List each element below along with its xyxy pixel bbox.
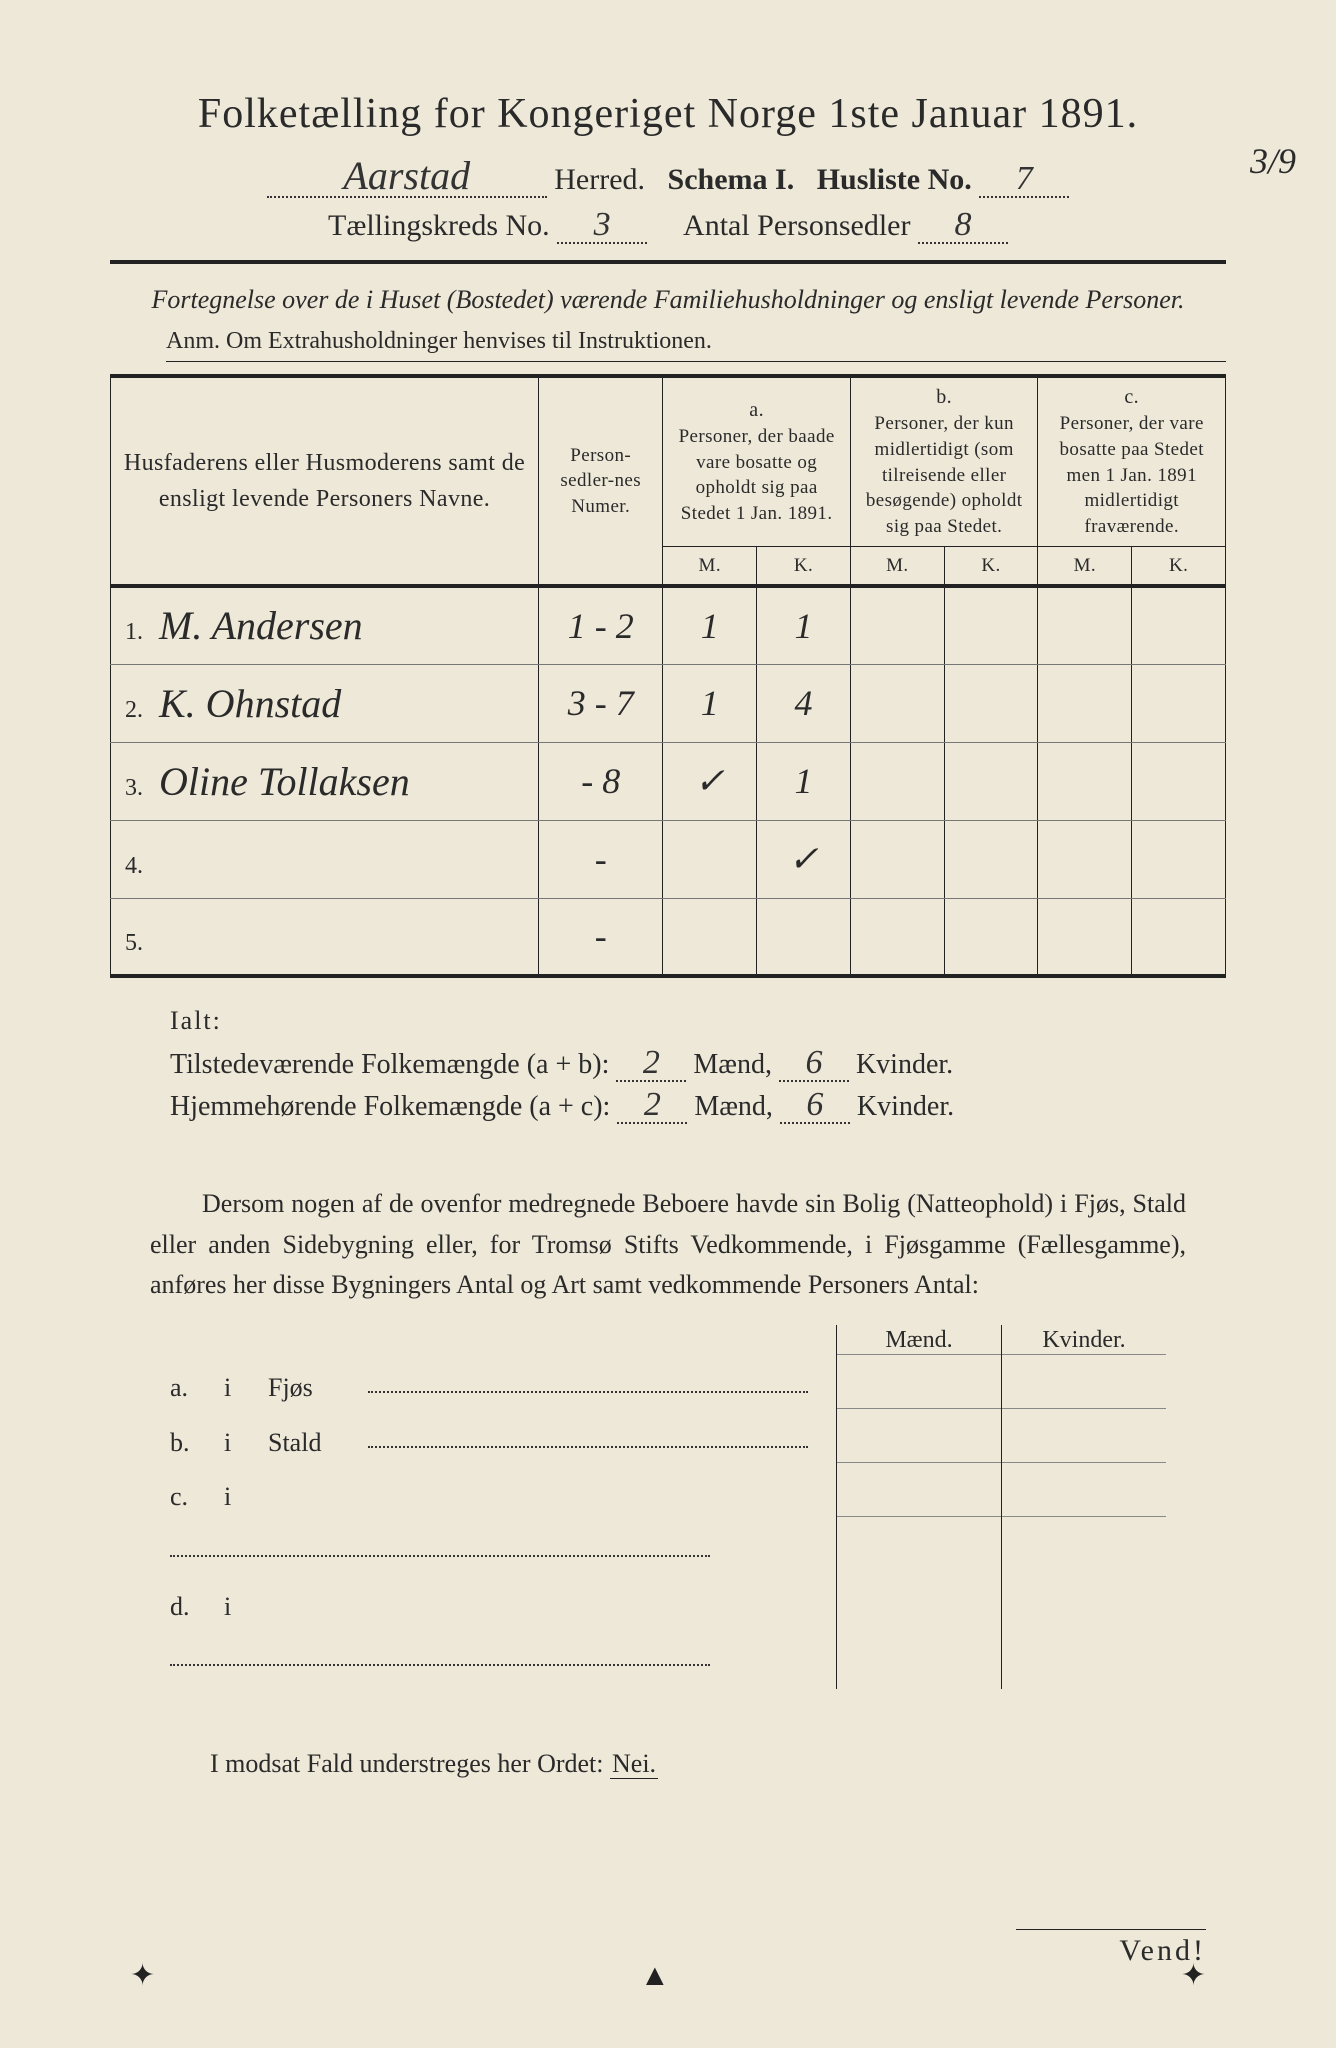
schema-label: Schema I.	[668, 163, 795, 196]
herred-handwritten: Aarstad	[343, 153, 470, 198]
divider	[110, 260, 1226, 264]
table-row: 1. M. Andersen 1 - 2 1 1	[111, 586, 1226, 664]
col-b-M: M.	[850, 546, 944, 586]
sidebuilding-block: a.iFjøs b.iStald c.i d.i Mænd. Kvinder.	[170, 1325, 1166, 1689]
sidebuilding-list: a.iFjøs b.iStald c.i d.i	[170, 1325, 836, 1689]
census-form-page: 3/9 Folketælling for Kongeriget Norge 1s…	[0, 0, 1336, 2048]
table-row: 2. K. Ohnstad 3 - 7 1 4	[111, 664, 1226, 742]
table-row: 3. Oline Tollaksen - 8 ✓ 1	[111, 742, 1226, 820]
sidebuilding-mk-box: Mænd. Kvinder.	[836, 1325, 1166, 1689]
col-b-K: K.	[944, 546, 1038, 586]
side-row: c.i	[170, 1470, 836, 1579]
ink-mark-icon: ✦	[1181, 1958, 1206, 1993]
col-header-names: Husfaderens eller Husmoderens samt de en…	[111, 376, 539, 586]
col-a-M: M.	[663, 546, 757, 586]
col-group-c: c. Personer, der vare bosatte paa Stedet…	[1038, 376, 1226, 546]
margin-annotation: 3/9	[1250, 140, 1296, 182]
totals-resident: Hjemmehørende Folkemængde (a + c): 2 Mæn…	[170, 1088, 1226, 1124]
table-row: 4. - ✓	[111, 820, 1226, 898]
vend-label: Vend!	[1016, 1929, 1206, 1968]
col-group-a: a. Personer, der baade vare bosatte og o…	[663, 376, 851, 546]
header-line-herred: Aarstad Herred. Schema I. Husliste No. 7	[110, 156, 1226, 198]
ialt-label: Ialt:	[170, 1006, 1226, 1036]
table-row: 5. -	[111, 898, 1226, 976]
household-rows: 1. M. Andersen 1 - 2 1 1 2. K. Ohnstad 3…	[111, 586, 1226, 976]
sidebuilding-paragraph: Dersom nogen af de ovenfor medregnede Be…	[150, 1184, 1186, 1305]
totals-present: Tilstedeværende Folkemængde (a + b): 2 M…	[170, 1046, 1226, 1082]
mk-col-kvinder: Kvinder.	[1002, 1325, 1166, 1689]
document-title: Folketælling for Kongeriget Norge 1ste J…	[110, 90, 1226, 138]
form-subtitle: Fortegnelse over de i Huset (Bostedet) v…	[110, 282, 1226, 318]
divider	[166, 361, 1226, 362]
husliste-no: 7	[1016, 160, 1033, 197]
col-group-b: b. Personer, der kun midlertidigt (som t…	[850, 376, 1038, 546]
col-header-personsedler: Person-sedler-nes Numer.	[539, 376, 663, 586]
col-c-K: K.	[1132, 546, 1226, 586]
antal-label: Antal Personsedler	[683, 209, 910, 242]
annotation-note: Anm. Om Extrahusholdninger henvises til …	[166, 328, 1226, 355]
kreds-label: Tællingskreds No.	[328, 209, 550, 242]
ink-mark-icon: ▲	[640, 1959, 670, 1993]
herred-label: Herred.	[554, 163, 645, 196]
side-row: d.i	[170, 1580, 836, 1689]
kreds-no: 3	[594, 206, 611, 243]
ink-mark-icon: ✦	[130, 1958, 155, 1993]
antal-no: 8	[954, 206, 971, 243]
mk-col-maend: Mænd.	[837, 1325, 1002, 1689]
side-row: b.iStald	[170, 1416, 836, 1471]
side-row: a.iFjøs	[170, 1361, 836, 1416]
nei-word: Nei.	[610, 1749, 658, 1779]
col-c-M: M.	[1038, 546, 1132, 586]
nei-line: I modsat Fald understreges her Ordet: Ne…	[210, 1749, 1226, 1779]
household-table: Husfaderens eller Husmoderens samt de en…	[110, 374, 1226, 978]
husliste-label: Husliste No.	[817, 163, 972, 196]
col-a-K: K.	[757, 546, 851, 586]
header-line-kreds: Tællingskreds No. 3 Antal Personsedler 8	[110, 208, 1226, 244]
